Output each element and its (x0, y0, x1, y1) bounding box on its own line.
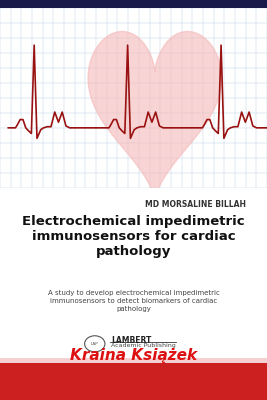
Bar (0, 358, 267, 363)
FancyBboxPatch shape (0, 0, 267, 8)
Text: LAMBERT: LAMBERT (111, 336, 151, 345)
Text: A study to develop electrochemical impedimetric
immunosensors to detect biomarke: A study to develop electrochemical imped… (48, 290, 219, 312)
Text: Electrochemical impedimetric
immunosensors for cardiac
pathology: Electrochemical impedimetric immunosenso… (22, 214, 245, 258)
Polygon shape (88, 32, 222, 201)
Text: MD MORSALINE BILLAH: MD MORSALINE BILLAH (145, 200, 246, 209)
Text: LAP: LAP (91, 342, 99, 346)
Text: Academic Publishing: Academic Publishing (111, 344, 176, 348)
Text: Kraina Książek: Kraina Książek (70, 348, 197, 363)
Bar (0, 363, 267, 400)
